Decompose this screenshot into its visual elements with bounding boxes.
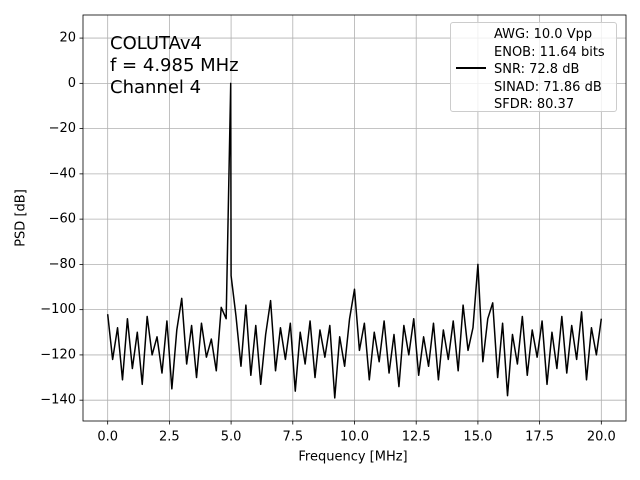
annotation: COLUTAv4 — [110, 33, 202, 54]
x-tick-label: 12.5 — [402, 430, 431, 445]
y-tick-label: 20 — [59, 31, 76, 46]
y-tick-label: −100 — [40, 302, 76, 317]
y-tick-label: −60 — [49, 212, 76, 227]
legend-label: AWG: 10.0 Vpp ENOB: 11.64 bits SNR: 72.8… — [494, 27, 605, 112]
spectrum-line — [106, 82, 603, 399]
y-tick-label: −120 — [40, 347, 76, 362]
x-tick-label: 7.5 — [282, 430, 303, 445]
legend-handle — [456, 67, 486, 69]
plot-frame — [82, 14, 627, 422]
y-tick-label: −140 — [40, 393, 76, 408]
x-tick-label: 17.5 — [525, 430, 554, 445]
x-tick-label: 5.0 — [221, 430, 242, 445]
legend: AWG: 10.0 Vpp ENOB: 11.64 bits SNR: 72.8… — [450, 22, 617, 112]
x-axis-label: Frequency [MHz] — [298, 450, 407, 465]
y-tick-label: −20 — [49, 121, 76, 136]
x-tick-label: 2.5 — [159, 430, 180, 445]
y-axis-label: PSD [dB] — [14, 189, 29, 247]
x-tick-label: 15.0 — [463, 430, 492, 445]
y-tick-label: −40 — [49, 166, 76, 181]
x-tick-label: 0.0 — [97, 430, 118, 445]
annotation: Channel 4 — [110, 77, 201, 98]
annotation: f = 4.985 MHz — [110, 55, 239, 76]
x-tick-label: 10.0 — [340, 430, 369, 445]
y-tick-label: 0 — [68, 76, 76, 91]
y-tick-label: −80 — [49, 257, 76, 272]
x-tick-label: 20.0 — [587, 430, 616, 445]
